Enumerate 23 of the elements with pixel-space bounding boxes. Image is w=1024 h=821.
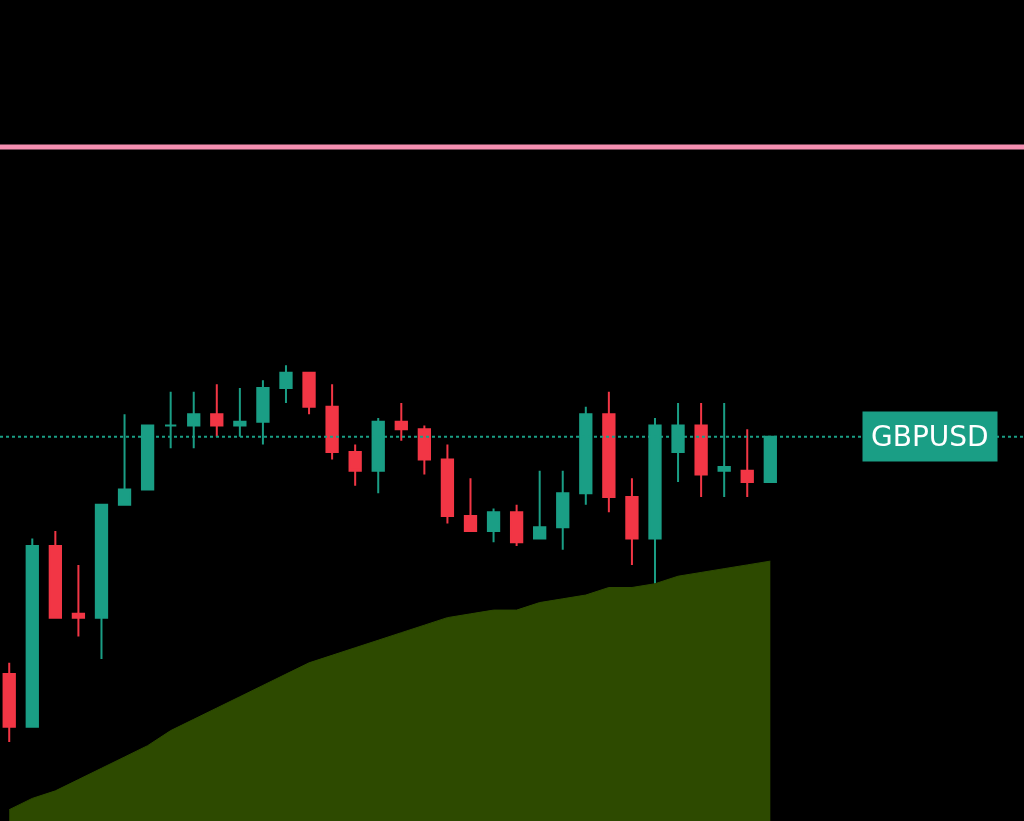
candlestick (2, 661, 16, 743)
candlestick (325, 383, 339, 461)
ref-line-label: GBPUSD (871, 420, 989, 453)
candlestick (94, 503, 109, 661)
candlestick (279, 364, 293, 404)
candlestick (71, 563, 86, 638)
candlestick (48, 530, 62, 619)
candlestick (625, 477, 639, 566)
candlestick (486, 507, 501, 544)
candlestick (302, 371, 316, 416)
candlestick (394, 401, 408, 442)
candlestick (509, 503, 524, 548)
candlestick (694, 401, 708, 499)
candlestick (348, 443, 362, 487)
candlestick (440, 443, 455, 525)
candlestick (463, 477, 478, 533)
candlestick (210, 383, 224, 438)
candlestick (533, 469, 547, 540)
candlestick (417, 424, 432, 476)
candlestick (602, 390, 616, 514)
candlestick (740, 428, 754, 499)
candlestick (556, 469, 570, 551)
candlestick (25, 537, 39, 728)
